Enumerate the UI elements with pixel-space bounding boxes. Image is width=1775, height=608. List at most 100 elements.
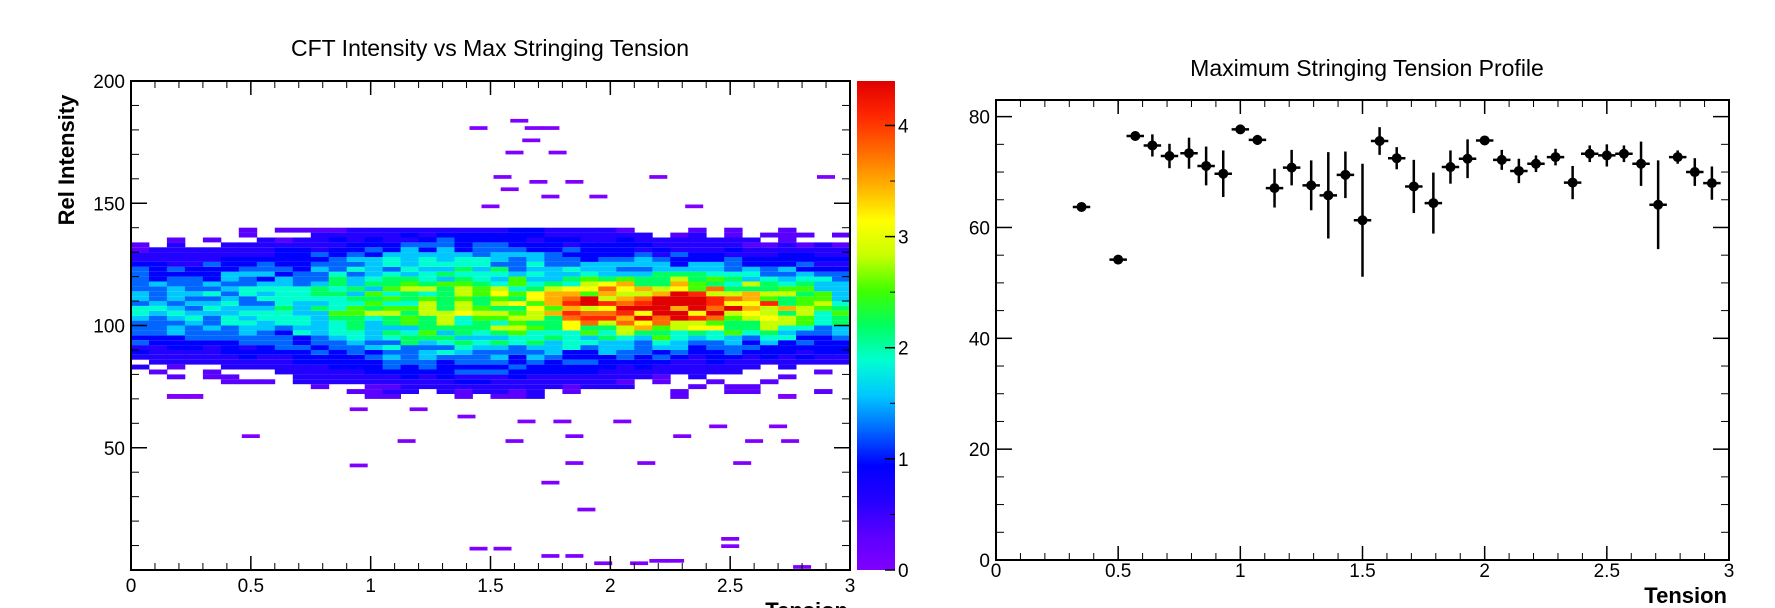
- heatmap-cell: [238, 379, 258, 385]
- profile-title: Maximum Stringing Tension Profile: [1190, 55, 1544, 81]
- heatmap-cell: [202, 325, 222, 331]
- heatmap-cell: [616, 237, 635, 243]
- heatmap-cell: [256, 252, 276, 257]
- heatmap-cell: [832, 354, 850, 360]
- heatmap-cell: [149, 271, 168, 277]
- heatmap-cell: [706, 242, 725, 248]
- heatmap-ticks: 0 0.5 1 1.5 2 2.5 3 50 100 150 200: [93, 72, 855, 597]
- heatmap-cell: [508, 242, 527, 248]
- heatmap-xtick-label: 0: [126, 576, 137, 597]
- heatmap-cell: [742, 384, 761, 390]
- heatmap-cell: [292, 330, 312, 336]
- profile-point: [1340, 169, 1351, 180]
- heatmap-cell: [490, 315, 509, 321]
- heatmap-cell: [526, 232, 545, 238]
- heatmap-cell: [436, 369, 455, 375]
- heatmap-cell: [436, 296, 455, 302]
- heatmap-cell: [724, 349, 743, 355]
- heatmap-cell: [508, 325, 527, 331]
- heatmap-cell: [724, 354, 743, 360]
- heatmap-cell: [400, 281, 419, 287]
- heatmap-cell: [274, 242, 294, 248]
- heatmap-cell: [688, 286, 707, 292]
- heatmap-cell: [490, 335, 509, 341]
- heatmap-cell: [310, 271, 330, 277]
- heatmap-cell: [238, 301, 258, 306]
- heatmap-cell: [508, 232, 527, 238]
- heatmap-cell: [166, 305, 186, 311]
- heatmap-cell: [472, 271, 491, 277]
- heatmap-cell: [544, 305, 563, 311]
- heatmap-cell: [616, 252, 635, 257]
- heatmap-cell: [526, 330, 545, 336]
- heatmap-cell: [814, 305, 833, 311]
- heatmap-cell: [688, 257, 707, 262]
- profile-point: [1391, 153, 1402, 164]
- profile-point: [1164, 150, 1175, 161]
- heatmap-cell: [184, 320, 204, 326]
- heatmap-cell: [436, 384, 455, 390]
- heatmap-cell: [508, 374, 527, 380]
- heatmap-cell: [490, 320, 509, 326]
- heatmap-sparse-cell: [510, 118, 529, 123]
- heatmap-cell: [274, 349, 294, 355]
- heatmap-cell: [328, 379, 348, 385]
- heatmap-cell: [490, 291, 509, 297]
- heatmap-cell: [382, 261, 401, 267]
- profile-xtick-label: 0: [991, 561, 1002, 582]
- heatmap-cell: [580, 242, 599, 248]
- heatmap-cell: [166, 374, 186, 380]
- heatmap-cell: [364, 227, 384, 233]
- heatmap-cell: [652, 281, 671, 287]
- heatmap-cell: [544, 335, 563, 341]
- heatmap-cell: [778, 276, 797, 282]
- heatmap-cell: [310, 354, 330, 360]
- heatmap-cell: [220, 374, 240, 380]
- heatmap-cell: [670, 305, 689, 311]
- heatmap-cell: [400, 242, 419, 248]
- heatmap-cell: [364, 354, 384, 360]
- heatmap-cell: [832, 252, 850, 257]
- heatmap-cell: [778, 330, 797, 336]
- heatmap-cell: [256, 359, 276, 365]
- heatmap-cell: [508, 384, 527, 390]
- heatmap-cell: [256, 301, 276, 306]
- heatmap-cell: [634, 354, 653, 360]
- heatmap-cell: [562, 227, 581, 233]
- heatmap-cell: [706, 335, 725, 341]
- heatmap-cell: [562, 359, 581, 365]
- heatmap-cell: [616, 305, 635, 311]
- heatmap-cell: [562, 281, 581, 287]
- heatmap-cell: [490, 345, 509, 350]
- heatmap-cell: [131, 257, 150, 262]
- heatmap-cell: [472, 232, 491, 238]
- heatmap-cell: [454, 252, 473, 257]
- heatmap-cell: [131, 305, 150, 311]
- heatmap-cell: [544, 281, 563, 287]
- profile-point: [1113, 254, 1124, 265]
- heatmap-cell: [472, 276, 491, 282]
- heatmap-cell: [346, 310, 366, 316]
- heatmap-cell: [832, 359, 850, 365]
- heatmap-cell: [202, 369, 222, 375]
- heatmap-cell: [256, 345, 276, 350]
- heatmap-cell: [580, 364, 599, 370]
- heatmap-cell: [598, 247, 617, 253]
- heatmap-cell: [796, 286, 815, 292]
- heatmap-cell: [544, 345, 563, 350]
- heatmap-cell: [400, 354, 419, 360]
- heatmap-cell: [472, 266, 491, 272]
- heatmap-cell: [292, 276, 312, 282]
- heatmap-cell: [652, 354, 671, 360]
- heatmap-cell: [436, 325, 455, 331]
- heatmap-cell: [292, 379, 312, 385]
- heatmap-cell: [742, 247, 761, 253]
- heatmap-ytick-label: 100: [93, 317, 125, 338]
- heatmap-cell: [688, 296, 707, 302]
- heatmap-cell: [562, 252, 581, 257]
- heatmap-cell: [688, 349, 707, 355]
- heatmap-cell: [508, 261, 527, 267]
- profile-xtick-label: 2.5: [1594, 561, 1620, 582]
- heatmap-cell: [742, 349, 761, 355]
- heatmap-cell: [346, 335, 366, 341]
